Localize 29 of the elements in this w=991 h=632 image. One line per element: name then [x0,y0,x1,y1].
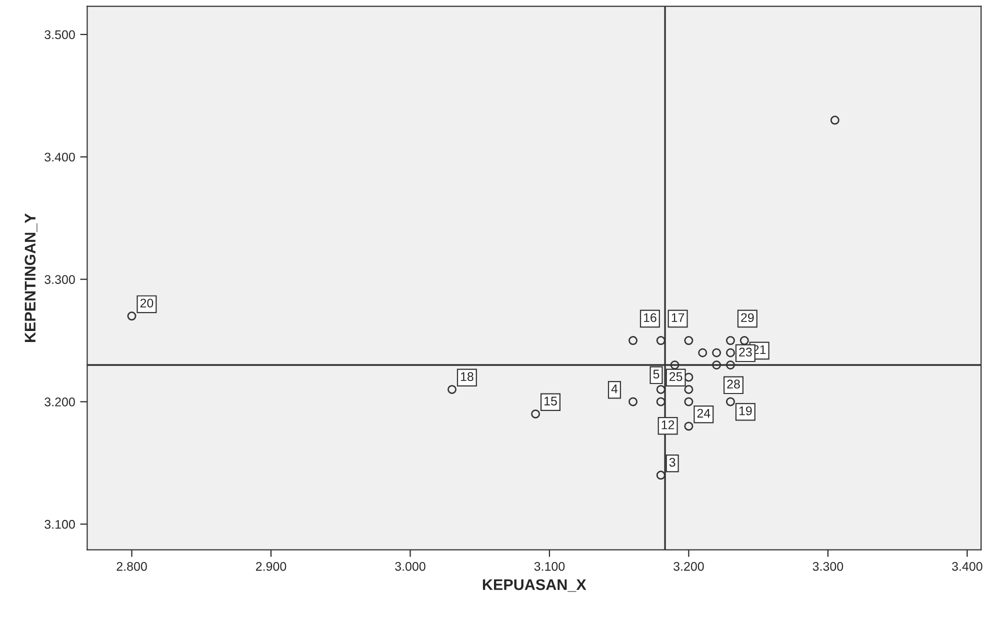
annotation: 17 [672,313,684,322]
annotation: 18 [460,372,474,382]
annotation: 12 [662,420,674,430]
annotation: 15 [544,396,557,406]
x-tick-label: 3.000 [395,562,426,571]
x-tick-label: 3.200 [674,562,704,571]
annotation: 23 [739,348,752,357]
x-axis-title: KEPUASAN_X [482,579,586,592]
annotation: 3 [669,458,676,467]
x-tick-label: 2.800 [116,562,147,571]
annotation: 25 [669,372,682,382]
annotation: 24 [697,408,710,418]
x-tick-label: 3.100 [534,562,565,571]
y-tick-label: 3.500 [44,30,75,40]
x-tick-label: 3.400 [952,562,982,571]
annotation: 28 [727,380,740,389]
y-tick-label: 3.100 [44,520,75,529]
annotation: 4 [611,384,618,394]
annotation: 19 [739,406,752,416]
x-tick-label: 3.300 [812,562,844,571]
y-axis-title: KEPENTINGAN_Y [24,213,38,342]
y-tick-label: 3.400 [44,152,75,162]
y-tick-label: 3.200 [44,398,75,406]
annotation: 16 [644,313,656,322]
y-tick-label: 3.300 [44,275,75,284]
x-tick-label: 2.900 [256,562,286,571]
annotation: 20 [140,298,154,308]
annotation: 5 [653,370,660,379]
annotation: 29 [741,313,754,322]
